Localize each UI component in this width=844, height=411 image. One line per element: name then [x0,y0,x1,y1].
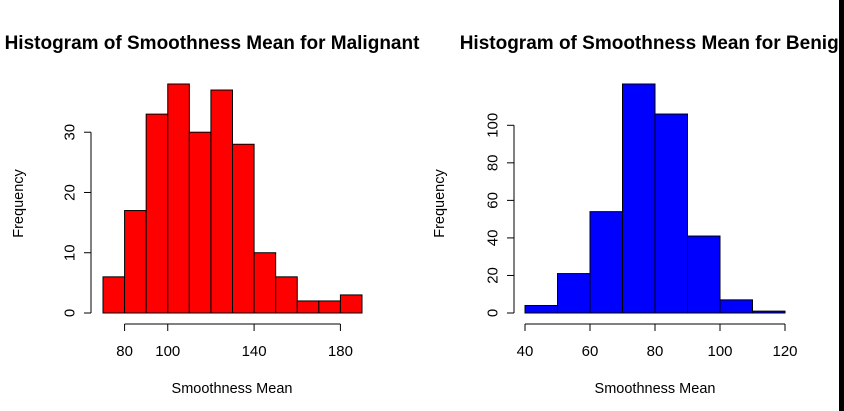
benign-bar [719,299,753,314]
benign-bar [557,273,591,314]
benign-x-tick-label: 40 [517,343,534,360]
benign-x-tick-label: 100 [707,343,732,360]
malignant-y-tick-label: 30 [62,124,79,141]
benign-bar [654,113,688,314]
benign-y-tick-label: 60 [485,192,502,209]
malignant-bar [210,89,234,314]
malignant-histogram-panel: 80 100 140 180 0 10 20 30 Smoothness Mean Frequen… [11,83,363,397]
malignant-x-tick-label: 180 [328,343,353,360]
malignant-bar [232,143,255,314]
benign-x-tick-label: 120 [772,343,797,360]
malignant-bar [253,252,277,314]
right-edge-bar [839,0,844,411]
malignant-bar [339,294,363,314]
benign-chart-title: Histogram of Smoothness Mean for Benign [460,33,844,54]
benign-x-tick-label: 60 [582,343,599,360]
malignant-bar [102,276,126,314]
malignant-y-tick-label: 0 [62,309,79,317]
chart-titles: Histogram of Smoothness Mean for Maligna… [5,33,844,54]
malignant-bar [167,83,190,314]
malignant-x-tick-label: 80 [116,343,133,360]
benign-bar [589,211,623,314]
malignant-bar [318,300,341,314]
benign-y-tick-label: 40 [485,230,502,247]
malignant-bar [275,276,298,314]
benign-y-tick-label: 0 [485,309,502,317]
benign-y-tick-label: 100 [485,113,502,138]
malignant-y-tick-label: 10 [62,244,79,261]
benign-bar [524,304,558,314]
malignant-x-tick-label: 140 [242,343,267,360]
malignant-chart-title: Histogram of Smoothness Mean for Maligna… [5,33,421,54]
benign-x-axis-label: Smoothness Mean [595,381,716,397]
benign-y-tick-label: 20 [485,267,502,284]
benign-histogram-panel: 40 60 80 100 120 0 20 40 60 80 100 Smoothness Mean F… [432,83,798,397]
benign-bar [752,310,786,314]
benign-x-tick-label: 80 [647,343,664,360]
malignant-x-axis-label: Smoothness Mean [172,381,293,397]
benign-bar [687,235,721,314]
malignant-bar [145,113,169,314]
malignant-y-tick-label: 20 [62,184,79,201]
malignant-x-tick-label: 100 [155,343,180,360]
malignant-bar [124,210,147,314]
malignant-bar [188,131,212,314]
malignant-bar [296,300,320,314]
benign-y-tick-label: 80 [485,154,502,171]
malignant-y-axis-label: Frequency [11,169,27,238]
benign-bar [622,83,656,314]
benign-y-axis-label: Frequency [432,169,448,238]
